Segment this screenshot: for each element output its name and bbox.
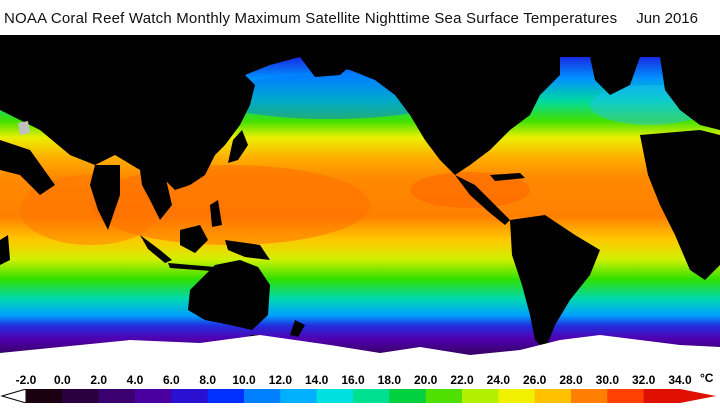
color-scale: -2.0 0.0 2.0 4.0 6.0 8.0 10.0 12.0 14.0 16.0 18.0 2…: [0, 368, 720, 411]
map-title-bar: NOAA Coral Reef Watch Monthly Maximum Sa…: [0, 0, 720, 34]
europe: [660, 57, 720, 130]
scale-color-segment: [425, 389, 463, 403]
scale-color-segment: [26, 389, 63, 403]
africa: [640, 130, 720, 280]
arabian-peninsula: [0, 140, 55, 195]
scale-color-segment: [62, 389, 100, 403]
scale-tick-label: 6.0: [162, 373, 180, 387]
greenland: [590, 57, 640, 95]
warm-indian-ocean: [20, 175, 160, 245]
scale-tick-label: 14.0: [304, 373, 329, 387]
scale-tick-label: 20.0: [413, 373, 438, 387]
australia: [188, 260, 270, 330]
scale-color-segment: [207, 389, 245, 403]
sst-map: [0, 35, 720, 365]
scale-color-segment: [280, 389, 318, 403]
scale-tick-label: 12.0: [268, 373, 293, 387]
scale-tick-label: 22.0: [450, 373, 474, 387]
scale-bar: [0, 389, 716, 403]
scale-color-segment: [462, 389, 499, 403]
central-america: [455, 175, 510, 225]
caribbean-islands: [490, 173, 525, 181]
eurasia-landmass: [0, 57, 300, 190]
new-guinea: [225, 240, 270, 260]
scale-tick-label: 16.0: [341, 373, 365, 387]
scale-color-segment: [389, 389, 427, 403]
north-america: [300, 57, 560, 175]
scale-tick-label: 30.0: [595, 373, 620, 387]
scale-color-segment: [135, 389, 172, 403]
scale-tick-label: 10.0: [232, 373, 256, 387]
alaska: [300, 57, 360, 77]
indochina: [140, 170, 172, 220]
madagascar: [0, 235, 10, 265]
scale-color-segment: [534, 389, 572, 403]
land-masses: [0, 35, 720, 350]
scale-color-segment: [171, 389, 209, 403]
scale-tick-label: 0.0: [53, 373, 71, 387]
scale-over-arrow: [680, 389, 716, 403]
philippines: [210, 200, 222, 227]
sumatra: [140, 235, 172, 263]
map-title: NOAA Coral Reef Watch Monthly Maximum Sa…: [4, 10, 618, 27]
scale-color-segment: [316, 389, 354, 403]
java-islands: [168, 263, 215, 271]
borneo: [180, 225, 208, 253]
indian-subcontinent: [90, 165, 120, 230]
scale-color-segment: [498, 389, 536, 403]
map-period: Jun 2016: [636, 10, 698, 27]
scale-color-segment: [244, 389, 281, 403]
scale-color-segment: [607, 389, 645, 403]
japan: [228, 130, 248, 163]
scale-tick-label: 2.0: [90, 373, 107, 387]
scale-tick-label: 28.0: [559, 373, 583, 387]
scale-tick-labels: -2.0 0.0 2.0 4.0 6.0 8.0 10.0 12.0 14.0 16.0 18.0 2…: [0, 373, 720, 389]
caspian-lake: [18, 121, 30, 135]
arctic-land-band: [0, 35, 720, 57]
scale-tick-label: 8.0: [199, 373, 216, 387]
scale-tick-label: 34.0: [668, 373, 692, 387]
scale-color-segment: [98, 389, 136, 403]
south-america: [510, 215, 600, 350]
scale-tick-label: 24.0: [486, 373, 511, 387]
scale-tick-label: 26.0: [522, 373, 547, 387]
scale-tick-label: 4.0: [126, 373, 144, 387]
scale-color-segment: [353, 389, 390, 403]
scale-unit: °C: [700, 371, 714, 385]
scale-tick-label: -2.0: [15, 373, 37, 387]
scale-color-segment: [643, 389, 681, 403]
scale-tick-label: 18.0: [377, 373, 402, 387]
scale-tick-label: 32.0: [631, 373, 656, 387]
scale-color-segment: [571, 389, 608, 403]
antarctic-ice: [0, 335, 720, 365]
scale-under-arrow: [0, 389, 27, 403]
new-zealand: [290, 320, 305, 337]
